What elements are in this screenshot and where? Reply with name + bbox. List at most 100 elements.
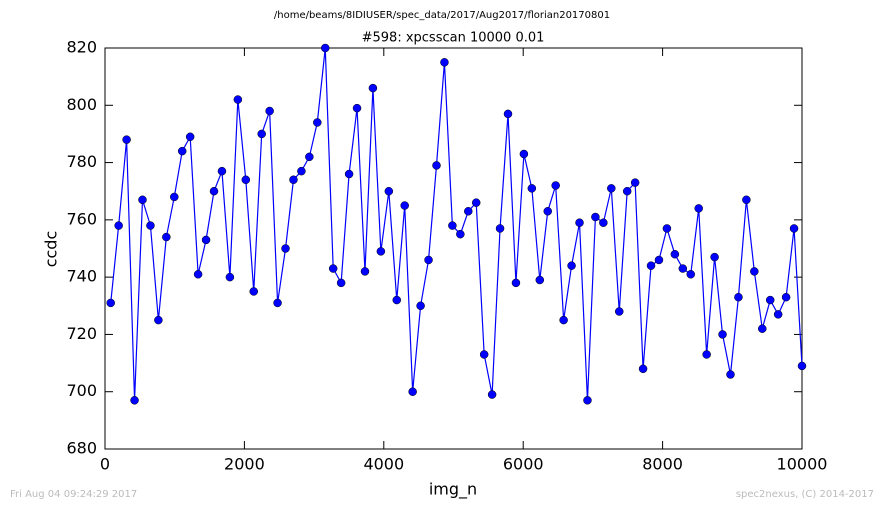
y-tick-label: 740 (66, 267, 97, 286)
data-point (193, 270, 203, 279)
data-point (781, 292, 791, 302)
plot-frame (104, 47, 803, 450)
data-point (527, 184, 537, 193)
data-point (559, 315, 568, 325)
data-point (416, 301, 425, 311)
data-point (408, 387, 417, 396)
data-point (750, 267, 759, 276)
data-point (646, 261, 656, 270)
data-point (471, 198, 481, 207)
data-point (225, 272, 235, 282)
data-point (257, 129, 266, 139)
data-point (702, 350, 711, 359)
data-point (392, 295, 402, 305)
data-point (575, 218, 584, 227)
data-point (694, 204, 703, 213)
data-point (622, 186, 632, 196)
data-point (448, 221, 457, 230)
data-point (281, 244, 290, 253)
data-point (138, 195, 147, 205)
data-point (432, 161, 441, 170)
data-point (662, 224, 672, 233)
data-point (718, 330, 727, 339)
footer-right: spec2nexus, (C) 2014-2017 (736, 489, 874, 500)
data-point (352, 103, 362, 113)
data-point (130, 396, 139, 405)
data-point (456, 229, 465, 239)
data-point (201, 235, 211, 245)
data-point (400, 201, 409, 210)
footer-left: Fri Aug 04 09:24:29 2017 (10, 489, 137, 500)
data-point (114, 221, 123, 230)
data-point (734, 292, 743, 302)
data-point (273, 298, 282, 308)
data-point (368, 83, 378, 93)
data-point (630, 178, 640, 187)
data-point (265, 106, 274, 116)
data-point (297, 166, 306, 176)
data-point (607, 184, 616, 193)
data-point (797, 361, 807, 371)
data-point (535, 275, 545, 285)
data-point (185, 132, 195, 142)
x-tick-label: 4000 (363, 455, 404, 474)
data-point (726, 370, 735, 379)
data-point (170, 192, 179, 202)
data-point (376, 247, 386, 256)
data-point (209, 186, 219, 196)
data-point (106, 298, 115, 308)
y-tick-label: 820 (66, 38, 97, 57)
data-point (336, 278, 346, 288)
data-point (440, 58, 449, 67)
data-point (654, 255, 664, 265)
y-tick-label: 700 (66, 381, 97, 400)
data-point (591, 212, 600, 222)
data-point (233, 95, 243, 104)
y-tick-label: 720 (66, 324, 97, 343)
suptitle: /home/beams/8IDIUSER/spec_data/2017/Aug2… (274, 10, 610, 21)
data-point (519, 149, 529, 159)
data-point (360, 267, 370, 276)
data-point (146, 221, 155, 230)
data-point (305, 152, 314, 162)
data-point (217, 166, 227, 176)
y-tick-label: 760 (66, 209, 97, 228)
data-point (384, 186, 394, 196)
data-point (487, 390, 497, 399)
data-point (599, 218, 608, 227)
data-point (773, 310, 783, 319)
data-point (424, 255, 433, 265)
x-tick-label: 10000 (777, 455, 828, 474)
data-point (328, 264, 338, 273)
data-point (789, 224, 799, 233)
data-line (110, 47, 803, 401)
data-point (313, 118, 322, 127)
data-point (638, 364, 648, 374)
data-point (543, 207, 552, 216)
data-point (567, 261, 576, 270)
data-point (177, 146, 187, 156)
x-tick-label: 2000 (224, 455, 265, 474)
data-point (464, 207, 473, 216)
data-point (742, 195, 751, 205)
data-point (289, 175, 298, 185)
data-point (241, 175, 251, 185)
data-point (583, 396, 592, 405)
data-point (614, 307, 624, 316)
chart-title: #598: xpcsscan 10000 0.01 (362, 31, 545, 46)
x-tick-label: 8000 (642, 455, 683, 474)
y-tick-label: 680 (66, 439, 97, 458)
data-point (670, 249, 680, 259)
data-point (249, 287, 258, 296)
data-point (686, 270, 696, 279)
data-point (765, 295, 775, 305)
y-tick-label: 780 (66, 152, 97, 171)
y-tick-label: 800 (66, 95, 97, 114)
data-point (479, 350, 489, 359)
x-tick-label: 6000 (503, 455, 544, 474)
y-axis-label: ccdc (42, 231, 61, 268)
x-tick-label: 0 (100, 455, 110, 474)
data-point (503, 109, 513, 119)
x-axis-label: img_n (429, 480, 477, 500)
